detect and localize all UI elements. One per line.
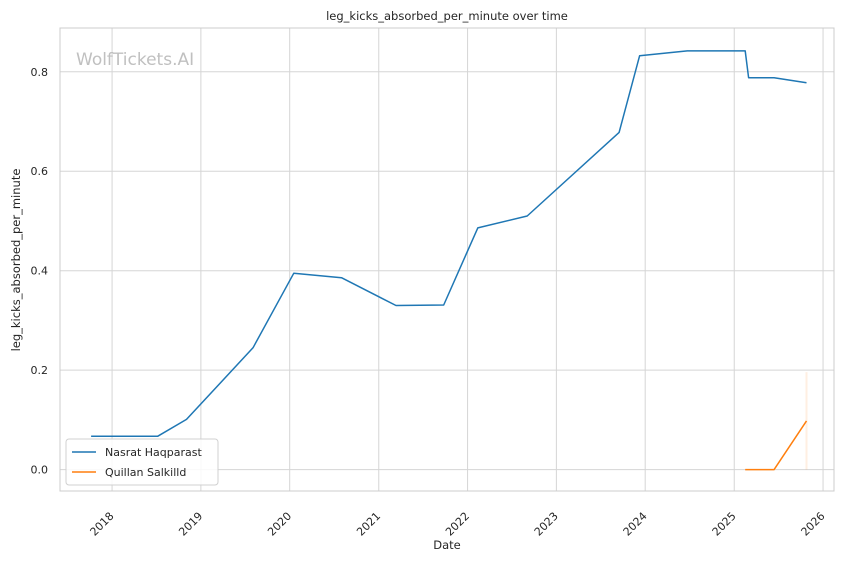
watermark: WolfTickets.AI [76,50,194,70]
series-lines [91,50,808,471]
y-axis-ticks: 0.0 0.2 0.4 0.6 0.8 [31,66,49,477]
grid-lines [60,28,834,491]
legend-label: Nasrat Haqparast [105,446,202,459]
legend: Nasrat Haqparast Quillan Salkilld [65,438,219,486]
plot-frame [59,27,835,492]
series-line [91,50,807,438]
y-tick-label: 0.0 [31,464,49,477]
series-band [805,372,808,470]
plot-area [59,27,835,492]
y-tick-label: 0.8 [31,66,49,79]
legend-label: Quillan Salkilld [105,466,186,479]
y-tick-label: 0.2 [31,364,49,377]
uncertainty-band [805,372,808,470]
chart-title: leg_kicks_absorbed_per_minute over time [326,9,568,23]
legend-items: Nasrat Haqparast Quillan Salkilld [72,446,202,479]
x-axis-label: Date [433,538,461,552]
y-tick-label: 0.6 [31,165,49,178]
y-axis-label: leg_kicks_absorbed_per_minute [9,169,23,352]
legend-box [65,438,219,486]
series-line [745,420,808,471]
y-tick-label: 0.4 [31,265,49,278]
